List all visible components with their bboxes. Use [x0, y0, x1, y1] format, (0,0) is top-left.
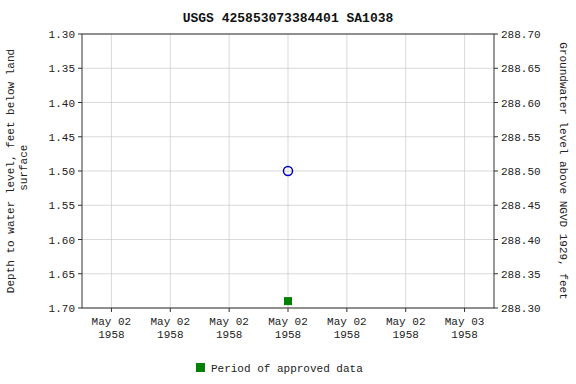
- tick-mark: [78, 34, 82, 35]
- tick-label: 288.45: [501, 200, 541, 212]
- tick-mark: [494, 273, 498, 274]
- tick-label: 1.70: [49, 303, 75, 315]
- tick-mark: [464, 308, 465, 312]
- tick-label: 1.65: [49, 269, 75, 281]
- text-line: May 02: [150, 316, 190, 328]
- tick-label: 288.60: [501, 98, 541, 110]
- tick-mark: [346, 308, 347, 312]
- tick-mark: [494, 171, 498, 172]
- grid-line: [405, 34, 406, 308]
- text-line: 1958: [157, 329, 183, 341]
- grid-line: [346, 34, 347, 308]
- tick-label: 288.35: [501, 269, 541, 281]
- tick-mark: [494, 34, 498, 35]
- point: [284, 167, 293, 176]
- grid-line: [229, 34, 230, 308]
- text-line: May 02: [386, 316, 426, 328]
- tick-mark: [78, 102, 82, 103]
- text-line: surface: [18, 145, 30, 198]
- tick-label: May 021958: [327, 316, 367, 341]
- text-line: 1958: [334, 329, 360, 341]
- chart: 1.30 1.35 1.40 1.45 1.50 1.55 1.60 1.65 1.70 288.…: [0, 0, 576, 384]
- tick-mark: [494, 136, 498, 137]
- tick-mark: [494, 102, 498, 103]
- text-line: May 02: [209, 316, 249, 328]
- legend: Period of approved data: [196, 363, 363, 375]
- text-line: 1958: [98, 329, 124, 341]
- grid-line: [464, 34, 465, 308]
- tick-mark: [494, 205, 498, 206]
- tick-mark: [78, 273, 82, 274]
- y-axis-label-group: Depth to water level, feet below land su…: [5, 49, 30, 293]
- tick-label: May 021958: [150, 316, 190, 341]
- tick-mark: [405, 308, 406, 312]
- tick-label: May 021958: [209, 316, 249, 341]
- tick-label: 288.30: [501, 303, 541, 315]
- tick-mark: [78, 308, 82, 309]
- text-line: May 02: [268, 316, 308, 328]
- legend-swatch: [196, 363, 205, 372]
- text-line: May 03: [445, 316, 485, 328]
- tick-mark: [494, 308, 498, 309]
- text-line: 1958: [451, 329, 477, 341]
- tick-label: 288.55: [501, 132, 541, 144]
- tick-label: 1.45: [49, 132, 75, 144]
- tick-label: 288.70: [501, 29, 541, 41]
- grid: [82, 34, 494, 308]
- tick-mark: [78, 136, 82, 137]
- tick-mark: [78, 239, 82, 240]
- tick-mark: [288, 308, 289, 312]
- tick-mark: [78, 205, 82, 206]
- tick-mark: [494, 68, 498, 69]
- grid-line: [111, 34, 112, 308]
- tick-label: May 021958: [92, 316, 132, 341]
- y-axis-label: Depth to water level, feet below land su…: [5, 49, 30, 293]
- tick-mark: [494, 239, 498, 240]
- axes: 1.30 1.35 1.40 1.45 1.50 1.55 1.60 1.65 1.70 288.…: [49, 29, 541, 341]
- tick-label: 1.30: [49, 29, 75, 41]
- y2-axis-label-group: Groundwater level above NGVD 1929, feet: [557, 42, 569, 299]
- tick-label: 1.35: [49, 63, 75, 75]
- tick-label: 1.50: [49, 166, 75, 178]
- tick-mark: [229, 308, 230, 312]
- text-line: 1958: [393, 329, 419, 341]
- tick-mark: [78, 171, 82, 172]
- point: [285, 298, 292, 305]
- tick-mark: [78, 68, 82, 69]
- tick-label: May 021958: [268, 316, 308, 341]
- grid-line: [170, 34, 171, 308]
- text-line: Depth to water level, feet below land: [5, 49, 17, 293]
- legend-label: Period of approved data: [211, 363, 363, 375]
- tick-mark: [111, 308, 112, 312]
- tick-label: 1.40: [49, 98, 75, 110]
- text-line: 1958: [216, 329, 242, 341]
- text-line: May 02: [327, 316, 367, 328]
- text-line: May 02: [92, 316, 132, 328]
- y2-axis-label: Groundwater level above NGVD 1929, feet: [557, 42, 569, 299]
- text-line: 1958: [275, 329, 301, 341]
- tick-label: May 031958: [445, 316, 485, 341]
- tick-label: 1.60: [49, 235, 75, 247]
- marks: [284, 167, 293, 305]
- tick-label: May 021958: [386, 316, 426, 341]
- tick-label: 1.55: [49, 200, 75, 212]
- grid-line: [288, 34, 289, 308]
- tick-label: 288.65: [501, 63, 541, 75]
- tick-label: 288.50: [501, 166, 541, 178]
- tick-label: 288.40: [501, 235, 541, 247]
- plot-frame: [82, 34, 494, 308]
- tick-mark: [170, 308, 171, 312]
- title: USGS 425853073384401 SA1038: [183, 11, 394, 26]
